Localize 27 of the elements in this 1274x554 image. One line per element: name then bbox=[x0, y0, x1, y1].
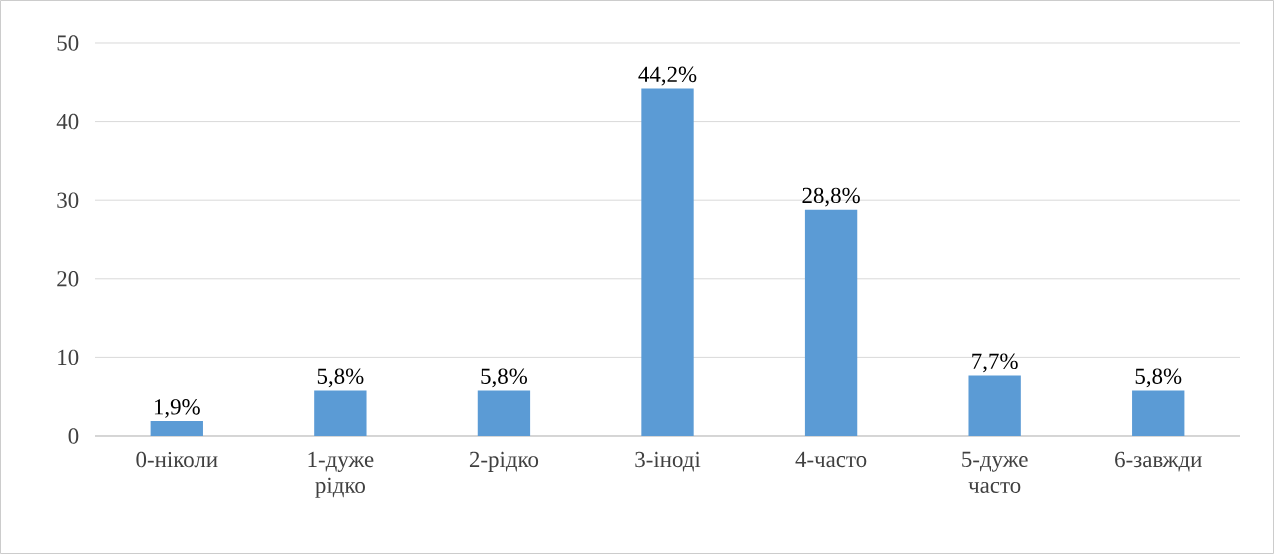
bar bbox=[314, 390, 367, 436]
x-tick-label: 1-дуже рідко bbox=[308, 451, 374, 498]
y-tick-label: 30 bbox=[57, 192, 79, 208]
y-tick-label: 50 bbox=[57, 35, 79, 51]
x-tick-label: 0-ніколи bbox=[136, 451, 218, 468]
data-label: 28,8% bbox=[802, 187, 860, 207]
x-tick-label: 5-дуже часто bbox=[962, 451, 1028, 493]
x-tick-label: 6-завжди bbox=[1115, 451, 1202, 472]
y-tick-label: 40 bbox=[56, 113, 79, 130]
y-tick-label: 0 bbox=[68, 428, 79, 444]
data-label: 7,7% bbox=[972, 353, 1018, 373]
bar bbox=[150, 421, 203, 436]
x-tick-label: 4-часто bbox=[795, 451, 867, 468]
y-tick-label: 10 bbox=[58, 349, 79, 366]
bar bbox=[641, 88, 694, 436]
x-tick-label: 3-іноді bbox=[635, 451, 701, 472]
bar bbox=[968, 375, 1021, 436]
data-label: 5,8% bbox=[1135, 368, 1182, 388]
data-label: 44,2% bbox=[638, 66, 697, 86]
y-tick-label: 20 bbox=[57, 271, 79, 287]
bar bbox=[477, 390, 531, 436]
bar bbox=[804, 209, 858, 436]
bar bbox=[1132, 390, 1185, 436]
x-tick-label: 2-рідко bbox=[469, 451, 539, 472]
data-label: 5,8% bbox=[317, 368, 364, 388]
data-label: 1,9% bbox=[154, 399, 200, 418]
data-label: 5,8% bbox=[481, 368, 528, 388]
